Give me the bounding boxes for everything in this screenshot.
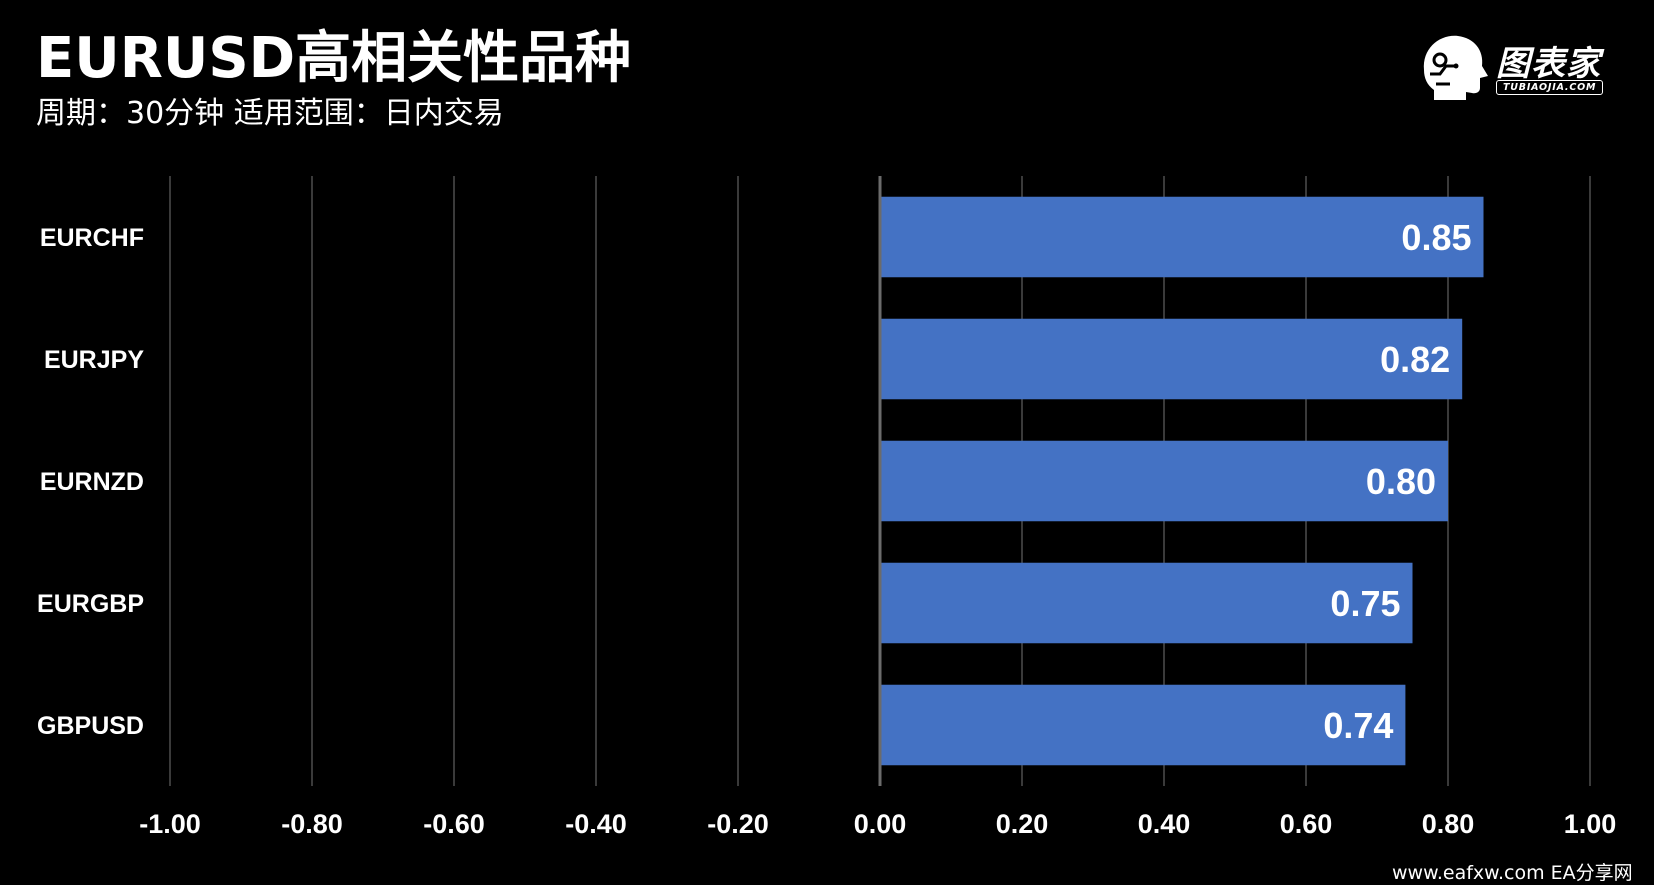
chart-title: EURUSD高相关性品种: [36, 26, 632, 91]
category-label: GBPUSD: [37, 712, 144, 740]
category-label: EURCHF: [40, 224, 144, 252]
x-tick-label: -0.80: [281, 809, 343, 839]
chart-subtitle: 周期：30分钟 适用范围：日内交易: [36, 96, 504, 131]
watermark: www.eafxw.com EA分享网: [1392, 862, 1633, 884]
x-tick-label: 0.60: [1280, 809, 1333, 839]
x-tick-label: 1.00: [1564, 809, 1617, 839]
data-label: 0.82: [1380, 339, 1450, 380]
x-tick-label: 0.00: [854, 809, 907, 839]
brand-logo: 图表家 TUBIAOJIA.COM: [1416, 30, 1616, 102]
head-icon: [1423, 35, 1488, 100]
x-tick-label: 0.80: [1422, 809, 1475, 839]
category-label: EURNZD: [40, 468, 144, 496]
x-tick-label: 0.40: [1138, 809, 1191, 839]
bar: [880, 440, 1448, 522]
data-label: 0.75: [1330, 583, 1400, 624]
data-label: 0.85: [1401, 217, 1471, 258]
x-tick-label: -1.00: [139, 809, 201, 839]
x-tick-label: 0.20: [996, 809, 1049, 839]
logo-url: TUBIAOJIA.COM: [1496, 80, 1604, 95]
data-label: 0.80: [1366, 461, 1436, 502]
logo-name: 图表家: [1496, 44, 1601, 84]
x-tick-label: -0.40: [565, 809, 627, 839]
chart-header: EURUSD高相关性品种 周期：30分钟 适用范围：日内交易: [36, 26, 936, 134]
bar: [880, 318, 1463, 400]
x-tick-label: -0.60: [423, 809, 485, 839]
data-label: 0.74: [1323, 705, 1393, 746]
bar: [880, 562, 1413, 644]
category-label: EURJPY: [44, 346, 144, 374]
bar: [880, 684, 1406, 766]
category-label: EURGBP: [37, 590, 144, 618]
bar: [880, 196, 1484, 278]
x-tick-label: -0.20: [707, 809, 769, 839]
